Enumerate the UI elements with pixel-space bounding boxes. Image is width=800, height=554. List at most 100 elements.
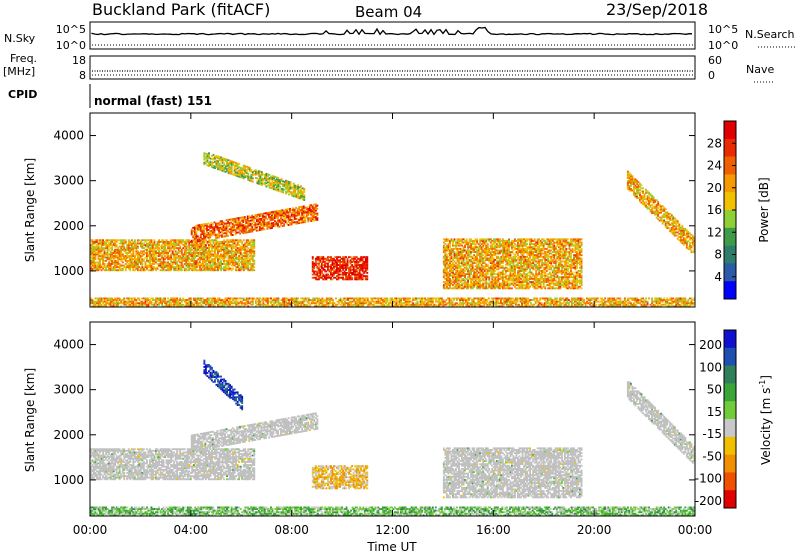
range-cell [214, 269, 216, 272]
range-cell [486, 270, 489, 272]
range-cell [158, 248, 161, 251]
range-cell [261, 220, 264, 223]
range-cell [317, 267, 320, 270]
range-cell [91, 247, 94, 250]
range-cell [152, 256, 154, 259]
range-cell [277, 214, 279, 217]
range-cell [488, 240, 491, 242]
nave-label: Nave [746, 63, 774, 76]
range-cell [170, 264, 173, 267]
range-cell [544, 240, 547, 242]
range-cell [442, 255, 445, 258]
range-cell [223, 252, 226, 254]
range-cell [244, 252, 247, 254]
range-cell [462, 251, 465, 253]
range-cell [211, 164, 213, 167]
range-cell [192, 252, 195, 254]
range-cell [498, 260, 501, 263]
range-cell [223, 259, 226, 262]
range-cell [473, 243, 476, 246]
range-cell [120, 267, 123, 270]
range-cell [489, 282, 492, 285]
range-cell [273, 181, 275, 184]
range-cell [97, 253, 100, 256]
range-cell [339, 273, 342, 276]
range-cell [212, 261, 215, 264]
range-cell [518, 281, 521, 283]
range-cell [132, 247, 135, 250]
range-cell [504, 270, 507, 272]
range-cell [150, 240, 153, 243]
range-cell [551, 274, 554, 277]
range-cell [314, 261, 317, 263]
range-cell [526, 281, 529, 283]
range-cell [216, 228, 219, 231]
range-cell [211, 258, 213, 261]
range-cell [492, 243, 495, 246]
range-cell [458, 257, 460, 260]
range-cell [541, 270, 544, 272]
range-cell [313, 216, 316, 219]
range-cell [486, 265, 489, 268]
range-cell [261, 219, 264, 222]
range-cell [281, 222, 284, 224]
range-cell [480, 274, 483, 277]
range-cell [245, 261, 248, 264]
range-cell [239, 256, 242, 259]
range-cell [214, 261, 216, 264]
range-cell [489, 257, 492, 260]
range-cell [221, 248, 224, 251]
range-cell [477, 284, 480, 287]
range-cell [261, 217, 264, 220]
range-cell [253, 259, 256, 262]
range-cell [524, 263, 527, 266]
range-cell [497, 287, 500, 290]
range-cell [348, 256, 351, 259]
range-cell [314, 273, 317, 276]
range-cell [288, 185, 291, 188]
range-cell [133, 264, 136, 267]
range-cell [208, 152, 210, 155]
range-cell [299, 218, 302, 221]
range-cell [201, 266, 204, 269]
range-cell [444, 262, 447, 264]
range-cell [485, 268, 488, 271]
range-cell [218, 233, 221, 236]
range-cell [517, 244, 519, 247]
range-cell [488, 268, 491, 271]
range-cell [500, 273, 503, 276]
range-cell [254, 215, 257, 218]
range-cell [236, 242, 239, 245]
range-cell [464, 246, 467, 249]
range-cell [548, 251, 551, 253]
range-cell [114, 244, 117, 246]
range-cell [229, 240, 232, 243]
range-cell [100, 244, 103, 246]
range-cell [215, 247, 218, 250]
range-cell [109, 263, 112, 265]
range-cell [208, 266, 210, 269]
range-cell [483, 251, 486, 253]
range-cell [115, 259, 118, 262]
range-cell [130, 261, 133, 264]
range-cell [489, 284, 492, 287]
range-cell [176, 252, 179, 254]
range-cell [189, 240, 192, 243]
range-cell [508, 255, 510, 258]
range-cell [514, 273, 516, 276]
range-cell [275, 210, 278, 213]
range-cell [248, 223, 251, 226]
range-cell [203, 157, 206, 159]
range-cell [220, 247, 223, 250]
range-cell [161, 256, 164, 259]
range-cell [491, 279, 494, 282]
range-cell [542, 246, 545, 249]
range-cell [361, 270, 364, 273]
range-cell [193, 237, 196, 240]
range-cell [223, 159, 226, 162]
range-cell [232, 247, 235, 250]
range-cell [222, 224, 225, 227]
range-cell [486, 251, 489, 253]
range-cell [270, 184, 272, 186]
range-cell [289, 186, 292, 189]
